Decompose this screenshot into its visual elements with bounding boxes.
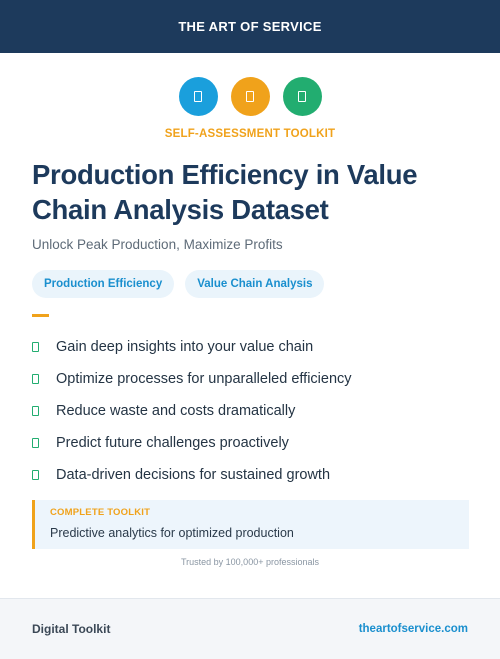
- feature-item: Gain deep insights into your value chain: [32, 331, 472, 363]
- check-icon: [32, 470, 39, 480]
- check-icon: [32, 438, 39, 448]
- toolkit-callout: COMPLETE TOOLKIT Predictive analytics fo…: [32, 500, 469, 549]
- feature-text: Gain deep insights into your value chain: [56, 339, 314, 355]
- feature-item: Reduce waste and costs dramatically: [32, 395, 472, 427]
- accent-divider: [32, 314, 49, 317]
- icon-circle-green: [282, 77, 322, 116]
- tag-value-chain-analysis: Value Chain Analysis: [185, 270, 325, 298]
- top-banner: THE ART OF SERVICE: [0, 0, 500, 53]
- callout-label: COMPLETE TOOLKIT: [50, 507, 151, 518]
- feature-text: Data-driven decisions for sustained grow…: [56, 467, 331, 483]
- feature-item: Predict future challenges proactively: [32, 427, 472, 459]
- trust-note: Trusted by 100,000+ professionals: [180, 557, 319, 567]
- feature-text: Predict future challenges proactively: [56, 435, 289, 451]
- footer: Digital Toolkit theartofservice.com: [0, 598, 500, 659]
- brand-name: THE ART OF SERVICE: [178, 19, 322, 34]
- check-icon: [32, 406, 39, 416]
- feature-text: Optimize processes for unparalleled effi…: [56, 371, 352, 387]
- callout-text: Predictive analytics for optimized produ…: [50, 526, 294, 540]
- icon-circle-orange: [230, 77, 270, 116]
- feature-text: Reduce waste and costs dramatically: [56, 403, 296, 419]
- feature-item: Optimize processes for unparalleled effi…: [32, 363, 472, 395]
- feature-list: Gain deep insights into your value chain…: [32, 331, 472, 491]
- footer-label: Digital Toolkit: [32, 622, 111, 636]
- page-title: Production Efficiency in Value Chain Ana…: [32, 159, 418, 225]
- website-link[interactable]: theartofservice.com: [358, 623, 468, 635]
- icon-circle-blue: [178, 77, 218, 116]
- icon-row: [0, 77, 500, 116]
- document-icon: [246, 91, 254, 102]
- check-icon: [32, 374, 39, 384]
- document-icon: [194, 91, 202, 102]
- check-icon: [32, 342, 39, 352]
- tag-production-efficiency: Production Efficiency: [32, 270, 175, 298]
- document-icon: [298, 91, 306, 102]
- page-subtitle: Unlock Peak Production, Maximize Profits: [32, 237, 283, 252]
- feature-item: Data-driven decisions for sustained grow…: [32, 459, 472, 491]
- toolkit-kicker: SELF-ASSESSMENT TOOLKIT: [164, 128, 336, 140]
- tag-list: Production Efficiency Value Chain Analys…: [32, 270, 325, 298]
